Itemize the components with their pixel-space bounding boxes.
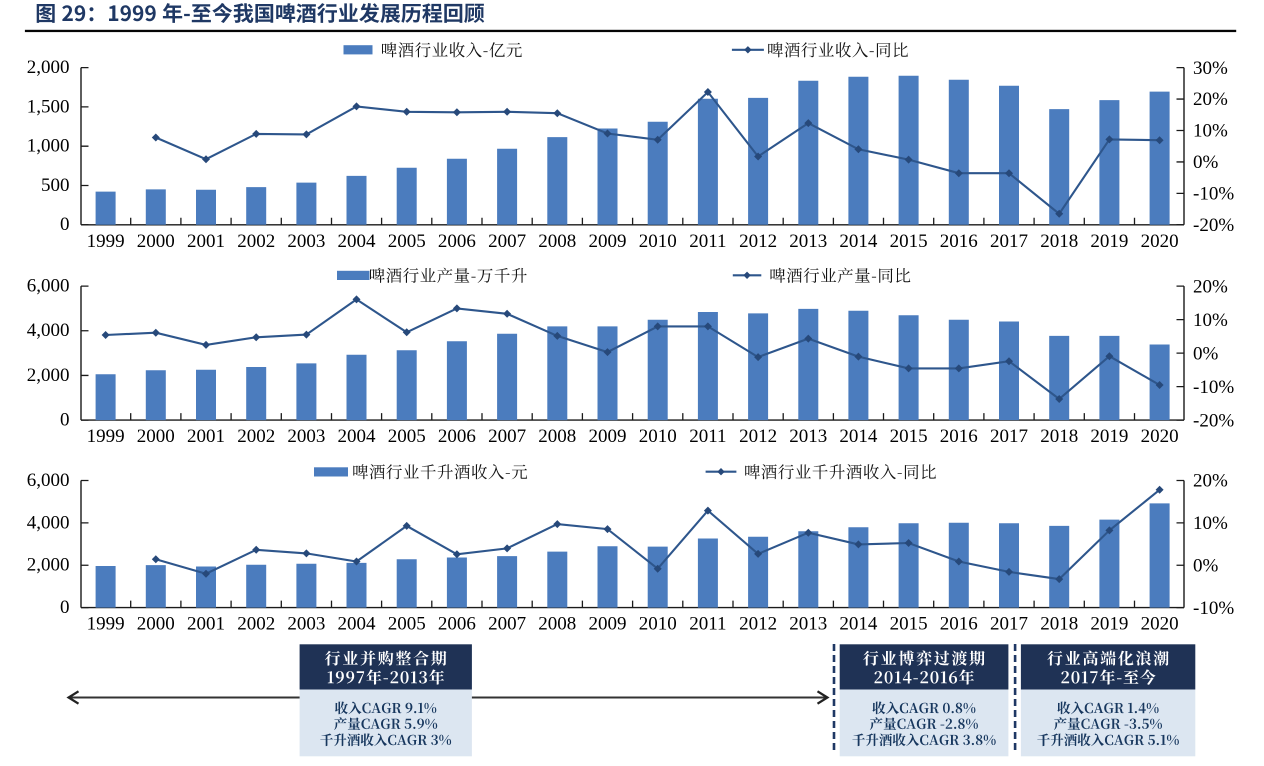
svg-text:0: 0 xyxy=(60,410,70,431)
svg-text:0%: 0% xyxy=(1193,555,1219,576)
svg-text:2002: 2002 xyxy=(237,426,275,447)
svg-text:6,000: 6,000 xyxy=(27,470,70,491)
svg-text:0%: 0% xyxy=(1193,152,1219,173)
svg-text:4,000: 4,000 xyxy=(27,512,70,533)
svg-text:2007: 2007 xyxy=(488,231,526,252)
svg-text:2020: 2020 xyxy=(1141,231,1179,252)
svg-text:30%: 30% xyxy=(1193,58,1228,79)
svg-text:2017: 2017 xyxy=(990,231,1028,252)
svg-text:2019: 2019 xyxy=(1090,231,1128,252)
svg-text:-20%: -20% xyxy=(1193,215,1234,236)
svg-text:2005: 2005 xyxy=(388,426,426,447)
svg-text:0: 0 xyxy=(60,214,70,235)
svg-text:2007: 2007 xyxy=(488,614,526,635)
svg-text:2010: 2010 xyxy=(639,426,677,447)
svg-text:2014: 2014 xyxy=(839,426,878,447)
svg-text:2018: 2018 xyxy=(1040,231,1078,252)
svg-text:2000: 2000 xyxy=(137,231,175,252)
svg-text:2,000: 2,000 xyxy=(27,57,70,78)
svg-text:20%: 20% xyxy=(1193,276,1228,297)
svg-text:2010: 2010 xyxy=(639,231,677,252)
svg-text:20%: 20% xyxy=(1193,89,1228,110)
svg-text:4,000: 4,000 xyxy=(27,320,70,341)
svg-text:20%: 20% xyxy=(1193,471,1228,492)
svg-text:2012: 2012 xyxy=(739,231,777,252)
svg-text:2014: 2014 xyxy=(839,231,878,252)
svg-text:1999: 1999 xyxy=(87,231,125,252)
svg-text:2006: 2006 xyxy=(438,426,476,447)
svg-text:2007: 2007 xyxy=(488,426,526,447)
svg-text:2020: 2020 xyxy=(1141,614,1179,635)
svg-text:2004: 2004 xyxy=(338,426,377,447)
svg-text:2017: 2017 xyxy=(990,614,1028,635)
svg-text:2002: 2002 xyxy=(237,614,275,635)
svg-text:2004: 2004 xyxy=(338,231,377,252)
svg-text:2019: 2019 xyxy=(1090,614,1128,635)
svg-text:2013: 2013 xyxy=(789,614,827,635)
svg-text:1,500: 1,500 xyxy=(27,96,70,117)
svg-text:2008: 2008 xyxy=(538,614,576,635)
svg-text:2009: 2009 xyxy=(589,426,627,447)
svg-text:1,000: 1,000 xyxy=(27,136,70,157)
svg-text:500: 500 xyxy=(41,175,70,196)
svg-text:2,000: 2,000 xyxy=(27,365,70,386)
svg-text:2018: 2018 xyxy=(1040,614,1078,635)
svg-text:2009: 2009 xyxy=(589,231,627,252)
svg-text:2003: 2003 xyxy=(287,614,325,635)
svg-text:2005: 2005 xyxy=(388,231,426,252)
svg-text:2004: 2004 xyxy=(338,614,377,635)
svg-text:2016: 2016 xyxy=(940,426,978,447)
svg-text:1999: 1999 xyxy=(87,426,125,447)
svg-text:2012: 2012 xyxy=(739,614,777,635)
svg-text:2016: 2016 xyxy=(940,231,978,252)
svg-text:0: 0 xyxy=(60,597,70,618)
svg-text:2006: 2006 xyxy=(438,231,476,252)
svg-text:2009: 2009 xyxy=(589,614,627,635)
svg-text:1999: 1999 xyxy=(87,614,125,635)
svg-text:-10%: -10% xyxy=(1193,598,1234,619)
svg-text:2008: 2008 xyxy=(538,231,576,252)
svg-text:2001: 2001 xyxy=(187,426,225,447)
svg-text:-10%: -10% xyxy=(1193,377,1234,398)
svg-text:2005: 2005 xyxy=(388,614,426,635)
svg-text:2015: 2015 xyxy=(890,231,928,252)
svg-text:2000: 2000 xyxy=(137,614,175,635)
svg-text:2013: 2013 xyxy=(789,426,827,447)
svg-text:2001: 2001 xyxy=(187,614,225,635)
svg-text:2019: 2019 xyxy=(1090,426,1128,447)
svg-text:2000: 2000 xyxy=(137,426,175,447)
svg-text:0%: 0% xyxy=(1193,343,1219,364)
svg-text:2015: 2015 xyxy=(890,426,928,447)
svg-text:2011: 2011 xyxy=(689,231,726,252)
svg-text:2016: 2016 xyxy=(940,614,978,635)
svg-text:2013: 2013 xyxy=(789,231,827,252)
svg-text:10%: 10% xyxy=(1193,513,1228,534)
svg-text:2017: 2017 xyxy=(990,426,1028,447)
svg-text:2001: 2001 xyxy=(187,231,225,252)
svg-text:-20%: -20% xyxy=(1193,410,1234,431)
svg-text:2003: 2003 xyxy=(287,231,325,252)
svg-text:2018: 2018 xyxy=(1040,426,1078,447)
svg-text:-10%: -10% xyxy=(1193,184,1234,205)
svg-text:2015: 2015 xyxy=(890,614,928,635)
svg-text:2003: 2003 xyxy=(287,426,325,447)
svg-text:2006: 2006 xyxy=(438,614,476,635)
svg-text:2010: 2010 xyxy=(639,614,677,635)
svg-text:2012: 2012 xyxy=(739,426,777,447)
svg-text:2,000: 2,000 xyxy=(27,555,70,576)
svg-text:2014: 2014 xyxy=(839,614,878,635)
svg-text:10%: 10% xyxy=(1193,121,1228,142)
svg-text:2020: 2020 xyxy=(1141,426,1179,447)
svg-text:6,000: 6,000 xyxy=(27,276,70,297)
svg-text:2011: 2011 xyxy=(689,614,726,635)
svg-text:10%: 10% xyxy=(1193,310,1228,331)
svg-text:2002: 2002 xyxy=(237,231,275,252)
svg-text:2011: 2011 xyxy=(689,426,726,447)
svg-text:2008: 2008 xyxy=(538,426,576,447)
